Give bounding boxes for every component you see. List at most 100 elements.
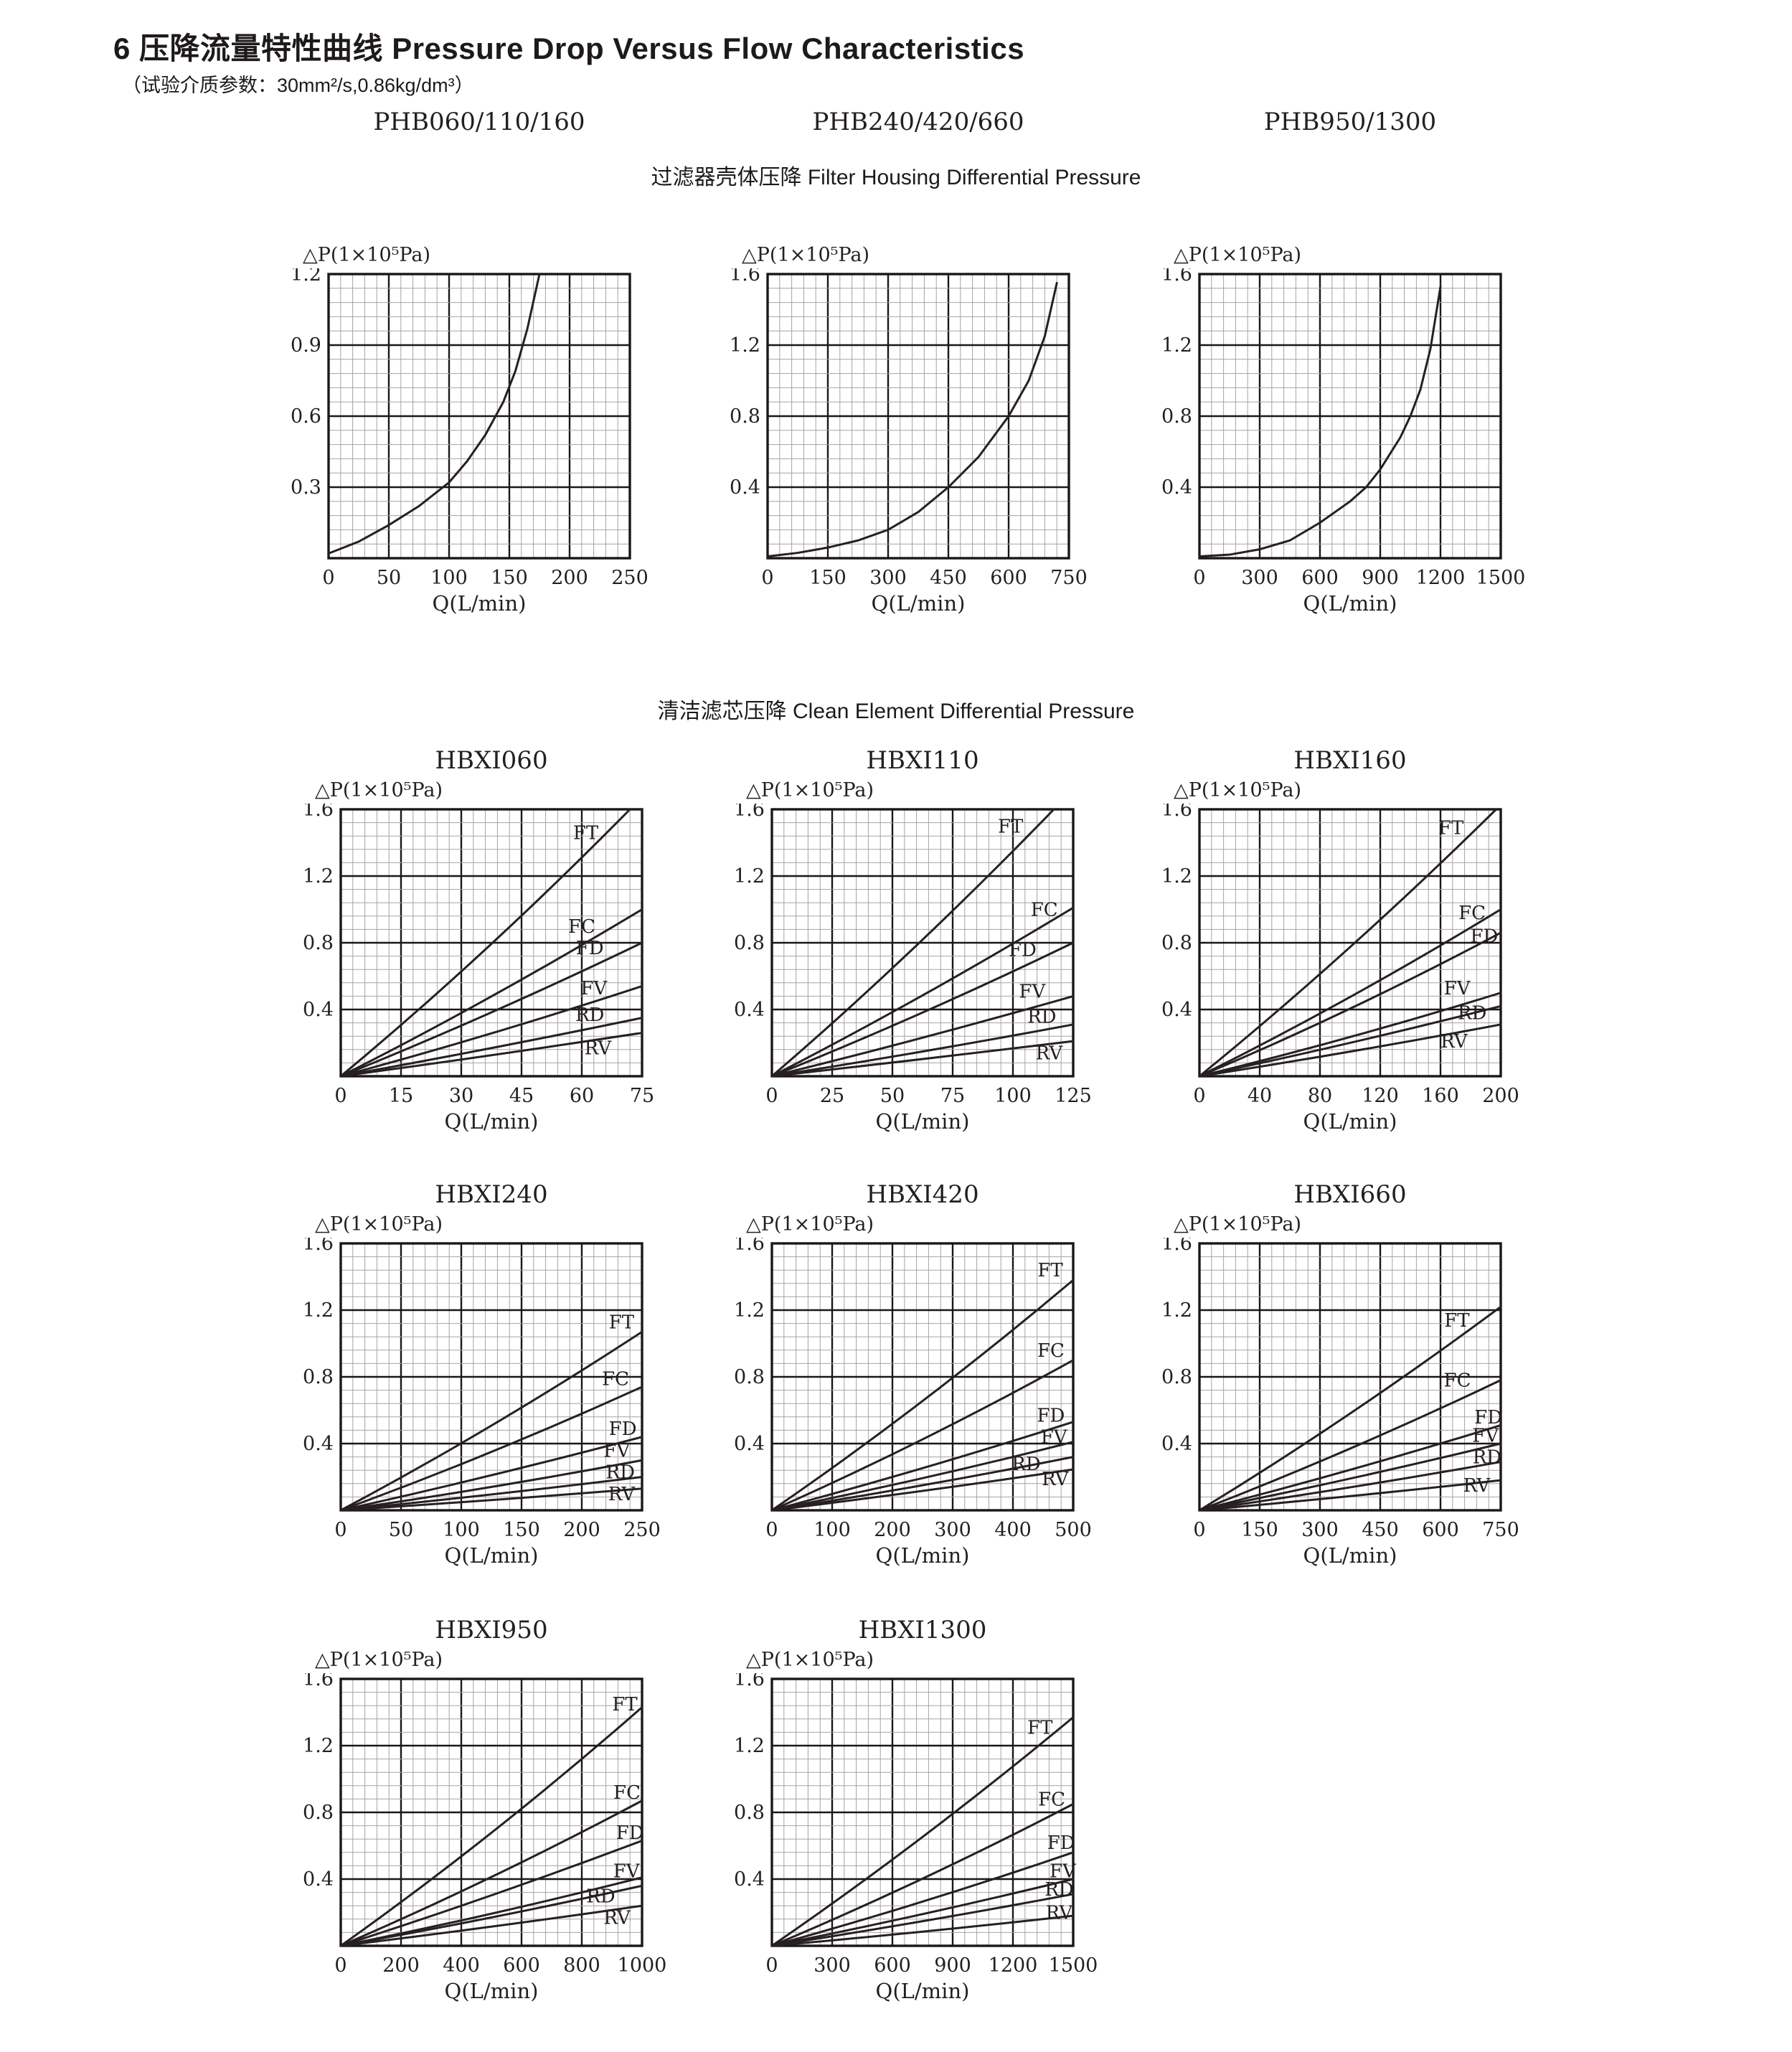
svg-text:0.6: 0.6 [291,405,321,428]
chart-hbxi240: HBXI240 △P(1×10⁵Pa) 0 50 100 150 200 250 0.4 0.… [298,1180,671,1568]
svg-text:FD: FD [609,1418,637,1440]
svg-text:0: 0 [765,1954,778,1977]
svg-text:125: 125 [1055,1085,1092,1107]
chart-plot: 0 150 300 450 600 750 0.4 0.8 1.2 1.6 FT FC FD FV RD RV [1156,1238,1529,1543]
svg-text:FD: FD [576,938,604,959]
svg-text:80: 80 [1308,1085,1332,1107]
svg-text:RD: RD [1011,1454,1040,1475]
svg-text:FC: FC [568,916,595,938]
svg-text:0.4: 0.4 [734,999,765,1021]
svg-text:FC: FC [613,1782,641,1804]
svg-text:300: 300 [869,567,907,589]
svg-text:FD: FD [1047,1832,1075,1854]
svg-text:RV: RV [1042,1469,1070,1490]
svg-text:120: 120 [1362,1085,1399,1107]
chart-plot: 0 100 200 300 400 500 0.4 0.8 1.2 1.6 FT FC FD FV RD RV [729,1238,1102,1543]
svg-text:500: 500 [1055,1519,1092,1541]
svg-text:FD: FD [1470,926,1498,948]
svg-text:0: 0 [765,1519,778,1541]
svg-text:0.4: 0.4 [303,1868,334,1891]
page-title: 6 压降流量特性曲线 Pressure Drop Versus Flow Cha… [113,32,1025,65]
svg-text:1200: 1200 [989,1954,1038,1977]
chart-phb950-1300: PHB950/1300 △P(1×10⁵Pa) 0 300 600 900 1200 15… [1156,108,1529,616]
svg-text:400: 400 [994,1519,1032,1541]
x-axis-label: Q(L/min) [444,1109,539,1134]
y-axis-label: △P(1×10⁵Pa) [746,1649,874,1671]
svg-text:600: 600 [874,1954,911,1977]
svg-text:0.4: 0.4 [734,1868,765,1891]
svg-text:0.4: 0.4 [1161,999,1192,1021]
svg-text:1200: 1200 [1416,567,1466,589]
svg-text:200: 200 [874,1519,911,1541]
chart-title: HBXI420 [866,1180,979,1209]
svg-text:FT: FT [612,1694,638,1716]
svg-text:FV: FV [1472,1425,1499,1446]
svg-text:FC: FC [1458,903,1486,924]
svg-text:RD: RD [1458,1003,1486,1025]
svg-text:RD: RD [606,1462,635,1484]
svg-text:1.2: 1.2 [734,865,765,888]
svg-text:450: 450 [1362,1519,1399,1541]
svg-text:15: 15 [389,1085,413,1107]
svg-text:150: 150 [1241,1519,1278,1541]
svg-text:1.2: 1.2 [1161,865,1192,888]
svg-text:400: 400 [443,1954,480,1977]
svg-text:0: 0 [765,1085,778,1107]
x-axis-label: Q(L/min) [875,1543,970,1568]
svg-text:1.6: 1.6 [734,804,765,821]
svg-text:0: 0 [334,1519,346,1541]
svg-text:0: 0 [334,1085,346,1107]
y-axis-label: △P(1×10⁵Pa) [1174,244,1302,266]
svg-text:600: 600 [503,1954,540,1977]
svg-text:FT: FT [609,1312,635,1333]
svg-text:1.6: 1.6 [1161,268,1192,286]
svg-text:FV: FV [1050,1860,1077,1882]
chart-plot: 0 15 30 45 60 75 0.4 0.8 1.2 1.6 FT FC FD FV RD RV [298,804,671,1109]
svg-text:200: 200 [382,1954,420,1977]
svg-text:150: 150 [491,567,528,589]
svg-text:750: 750 [1482,1519,1519,1541]
chart-hbxi110: HBXI110 △P(1×10⁵Pa) 0 25 50 75 100 125 0.4 0.8 1… [729,746,1102,1134]
svg-text:75: 75 [630,1085,654,1107]
chart-hbxi950: HBXI950 △P(1×10⁵Pa) 0 200 400 600 800 1000 0.4… [298,1616,671,2003]
svg-text:150: 150 [503,1519,540,1541]
svg-text:FT: FT [1027,1717,1053,1738]
y-axis-label: △P(1×10⁵Pa) [303,244,431,266]
chart-hbxi420: HBXI420 △P(1×10⁵Pa) 0 100 200 300 400 500 0.4 0… [729,1180,1102,1568]
svg-text:RV: RV [585,1037,613,1059]
svg-text:FD: FD [1474,1407,1502,1429]
svg-text:75: 75 [940,1085,965,1107]
svg-text:1.2: 1.2 [734,1299,765,1322]
svg-text:0.8: 0.8 [303,1802,334,1824]
svg-text:FC: FC [1031,900,1058,921]
svg-text:300: 300 [1241,567,1278,589]
svg-text:100: 100 [430,567,468,589]
svg-text:300: 300 [814,1954,851,1977]
svg-text:1.2: 1.2 [730,334,760,357]
chart-title: PHB060/110/160 [373,108,585,136]
svg-text:0: 0 [761,567,773,589]
chart-plot: 0 25 50 75 100 125 0.4 0.8 1.2 1.6 FT FC FD FV RD RV [729,804,1102,1109]
svg-text:50: 50 [389,1519,413,1541]
svg-text:100: 100 [443,1519,480,1541]
svg-text:900: 900 [1362,567,1399,589]
svg-text:250: 250 [611,567,649,589]
chart-title: HBXI160 [1293,746,1407,775]
svg-text:0.8: 0.8 [734,1366,765,1388]
chart-title: HBXI060 [435,746,548,775]
svg-text:60: 60 [570,1085,594,1107]
chart-plot: 0 300 600 900 1200 1500 0.4 0.8 1.2 1.6 FT FC FD FV RD… [729,1673,1102,1979]
svg-text:FT: FT [1444,1310,1470,1332]
chart-title: PHB240/420/660 [812,108,1024,136]
svg-text:50: 50 [377,567,401,589]
svg-text:0.3: 0.3 [291,476,321,499]
chart-plot: 0 150 300 450 600 750 0.4 0.8 1.2 1.6 [725,268,1098,591]
y-axis-label: △P(1×10⁵Pa) [746,1213,874,1236]
chart-title: PHB950/1300 [1263,108,1437,136]
svg-text:1.2: 1.2 [734,1735,765,1757]
svg-text:0.4: 0.4 [1161,1433,1192,1455]
svg-text:FC: FC [1037,1340,1065,1362]
svg-text:RD: RD [575,1004,604,1026]
svg-text:0: 0 [1193,567,1205,589]
svg-text:FV: FV [1019,981,1046,1002]
